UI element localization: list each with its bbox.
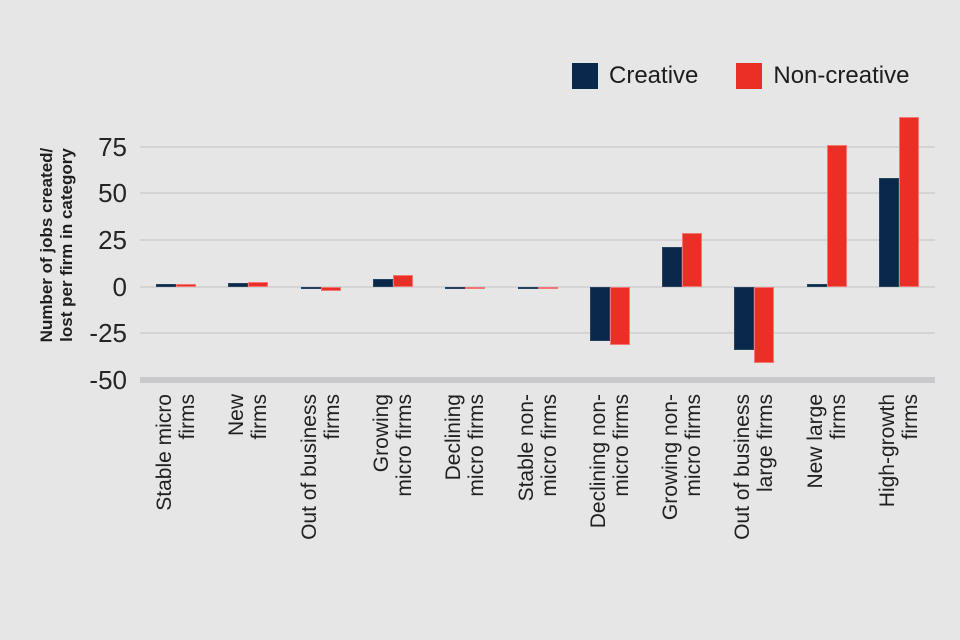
bar-non-creative — [248, 282, 269, 287]
bar-non-creative — [465, 286, 486, 290]
bar-creative — [372, 279, 393, 287]
legend: Creative Non-creative — [572, 62, 909, 90]
legend-label: Creative — [609, 62, 699, 89]
y-axis-ticks: 75 50 25 0 -25 -50 — [0, 0, 127, 640]
bar-creative — [589, 286, 610, 341]
bar-creative — [878, 178, 899, 287]
y-tick-label: 25 — [98, 225, 127, 255]
gridline — [140, 192, 935, 195]
y-tick-label: -25 — [89, 318, 127, 349]
bar-non-creative — [682, 232, 703, 287]
x-tick-label: Declining micro firms — [442, 394, 489, 497]
bar-creative — [806, 283, 827, 287]
legend-item-creative: Creative — [572, 62, 698, 90]
x-tick-label: High-growth firms — [875, 394, 922, 508]
bar-creative — [734, 286, 755, 351]
x-tick-label: Out of business firms — [297, 394, 344, 540]
bar-non-creative — [537, 286, 558, 290]
plot-area — [140, 100, 935, 383]
legend-swatch — [572, 63, 598, 89]
x-axis-line — [140, 377, 935, 383]
bar-non-creative — [826, 144, 847, 287]
bar-creative — [517, 286, 538, 289]
legend-label: Non-creative — [773, 62, 910, 89]
y-tick-label: 50 — [98, 178, 127, 209]
bar-non-creative — [754, 286, 775, 364]
bar-non-creative — [320, 286, 341, 292]
y-tick-label: 75 — [98, 131, 127, 162]
bar-creative — [445, 286, 466, 290]
gridline — [140, 145, 935, 148]
bar-non-creative — [609, 286, 630, 346]
legend-item-non-creative: Non-creative — [736, 62, 909, 90]
y-tick-label: 0 — [112, 271, 127, 302]
gridline — [140, 332, 935, 335]
x-tick-label: Out of business large firms — [731, 394, 778, 540]
x-axis-labels: Stable micro firms New firms Out of busine… — [140, 394, 935, 640]
x-tick-label: Growing micro firms — [369, 394, 416, 497]
bar-creative — [228, 282, 249, 287]
x-tick-label: Declining non- micro firms — [586, 394, 633, 529]
x-tick-label: New large firms — [803, 394, 850, 489]
bar-non-creative — [176, 283, 197, 287]
legend-swatch — [736, 63, 763, 89]
y-tick-label: -50 — [89, 365, 127, 395]
bar-creative — [662, 247, 683, 287]
bar-creative — [300, 286, 321, 290]
x-tick-label: Stable micro firms — [153, 394, 200, 511]
x-tick-label: New firms — [225, 394, 272, 440]
x-tick-label: Stable non- micro firms — [514, 394, 561, 502]
bar-non-creative — [898, 116, 919, 287]
gridline — [140, 239, 935, 241]
bar-non-creative — [392, 275, 413, 287]
x-tick-label: Growing non- micro firms — [659, 394, 706, 521]
bar-creative — [156, 283, 177, 287]
